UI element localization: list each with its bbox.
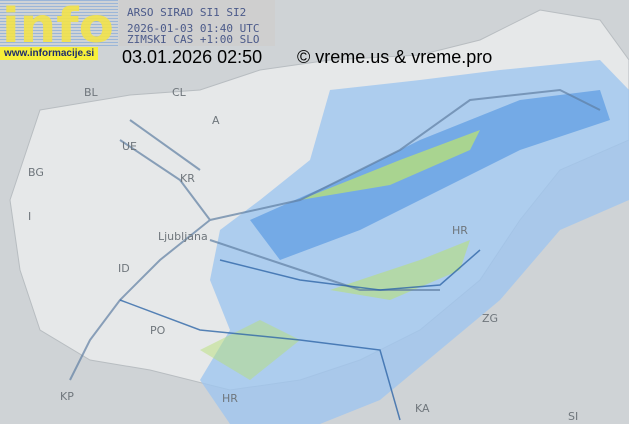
map-label: A xyxy=(212,114,220,127)
map-label: PO xyxy=(150,324,166,337)
map-label: KP xyxy=(60,390,74,403)
map-label: KA xyxy=(415,402,430,415)
radar-echoes xyxy=(200,60,629,424)
map-label: I xyxy=(28,210,32,223)
map-label: BG xyxy=(28,166,44,179)
roads xyxy=(69,88,601,381)
map-label: HR xyxy=(452,224,468,237)
logo-url[interactable]: www.informacije.si xyxy=(0,47,99,60)
map-label: KR xyxy=(180,172,195,185)
radar-header: ARSO SIRAD SI1 SI2 2026-01-03 01:40 UTC … xyxy=(119,0,275,46)
country-border xyxy=(119,249,481,421)
map-label: ID xyxy=(118,262,130,275)
map-label: CL xyxy=(172,86,186,99)
map-label: HR xyxy=(222,392,238,405)
copyright: © vreme.us & vreme.pro xyxy=(297,47,493,67)
map-label: UE xyxy=(122,140,138,153)
utc-time: 2026-01-03 01:40 UTC xyxy=(127,22,260,35)
logo-text: info xyxy=(2,0,114,46)
map-label: SI xyxy=(568,410,579,423)
timezone-note: ZIMSKI CAS +1:00 SLO xyxy=(127,33,260,46)
map-label: ZG xyxy=(482,312,499,325)
info-logo: info xyxy=(0,0,118,46)
radar-source: ARSO SIRAD SI1 SI2 xyxy=(127,6,247,19)
map-label: Ljubljana xyxy=(158,230,208,243)
local-time: 03.01.2026 02:50 xyxy=(122,47,263,67)
map-label: BL xyxy=(84,86,98,99)
